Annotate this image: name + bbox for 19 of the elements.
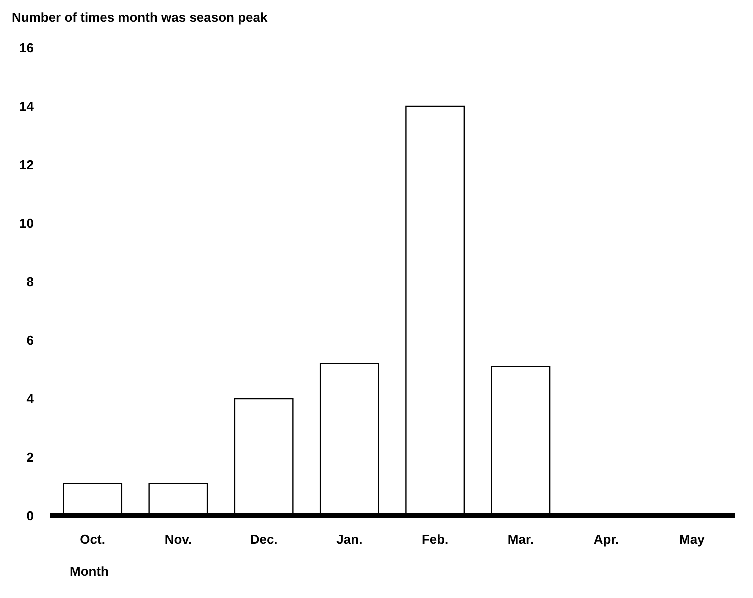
y-tick-label: 4 bbox=[26, 392, 35, 407]
x-tick-label: Apr. bbox=[594, 532, 620, 547]
y-tick-label: 2 bbox=[26, 450, 34, 466]
x-axis-title: Month bbox=[70, 564, 110, 579]
y-tick-label: 6 bbox=[26, 333, 34, 348]
x-tick-label: Oct. bbox=[80, 532, 106, 547]
y-tick-label: 8 bbox=[26, 274, 34, 290]
x-tick-label: Dec. bbox=[250, 532, 278, 547]
y-tick-label: 0 bbox=[26, 508, 34, 524]
y-tick-label: 14 bbox=[20, 99, 35, 114]
x-tick-label: May bbox=[680, 532, 706, 547]
y-tick-label: 12 bbox=[20, 158, 34, 173]
x-tick-label: Feb. bbox=[422, 532, 449, 547]
y-tick-label: 10 bbox=[20, 216, 34, 232]
x-tick-label: Nov. bbox=[164, 532, 192, 547]
y-tick-label: 16 bbox=[20, 40, 34, 56]
y-axis-title: Number of times month was season peak bbox=[12, 10, 269, 25]
x-tick-label: Jan. bbox=[336, 532, 363, 547]
x-tick-label: Mar. bbox=[508, 532, 534, 547]
